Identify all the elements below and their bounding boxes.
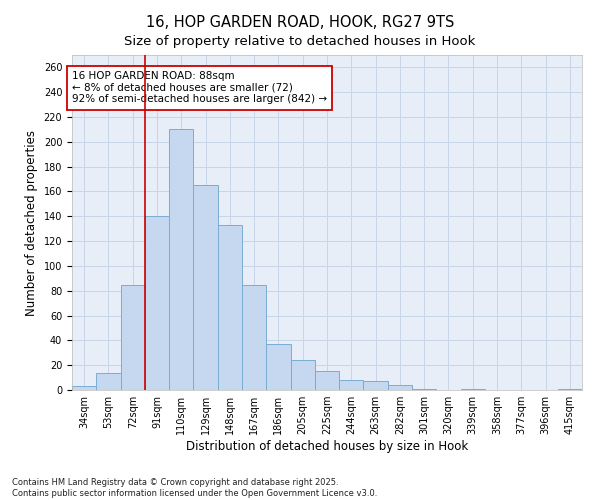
- Text: 16 HOP GARDEN ROAD: 88sqm
← 8% of detached houses are smaller (72)
92% of semi-d: 16 HOP GARDEN ROAD: 88sqm ← 8% of detach…: [72, 71, 327, 104]
- Text: 16, HOP GARDEN ROAD, HOOK, RG27 9TS: 16, HOP GARDEN ROAD, HOOK, RG27 9TS: [146, 15, 454, 30]
- Bar: [218, 225, 242, 390]
- Bar: [145, 216, 169, 390]
- Text: Contains HM Land Registry data © Crown copyright and database right 2025.
Contai: Contains HM Land Registry data © Crown c…: [12, 478, 377, 498]
- Bar: [290, 360, 315, 390]
- Bar: [412, 389, 436, 390]
- X-axis label: Distribution of detached houses by size in Hook: Distribution of detached houses by size …: [186, 440, 468, 453]
- Bar: [193, 186, 218, 390]
- Bar: [242, 284, 266, 390]
- Bar: [96, 372, 121, 390]
- Bar: [364, 382, 388, 390]
- Bar: [558, 389, 582, 390]
- Bar: [339, 380, 364, 390]
- Text: Size of property relative to detached houses in Hook: Size of property relative to detached ho…: [124, 35, 476, 48]
- Bar: [169, 130, 193, 390]
- Bar: [121, 284, 145, 390]
- Bar: [461, 389, 485, 390]
- Bar: [315, 372, 339, 390]
- Bar: [72, 386, 96, 390]
- Bar: [266, 344, 290, 390]
- Bar: [388, 385, 412, 390]
- Y-axis label: Number of detached properties: Number of detached properties: [25, 130, 38, 316]
